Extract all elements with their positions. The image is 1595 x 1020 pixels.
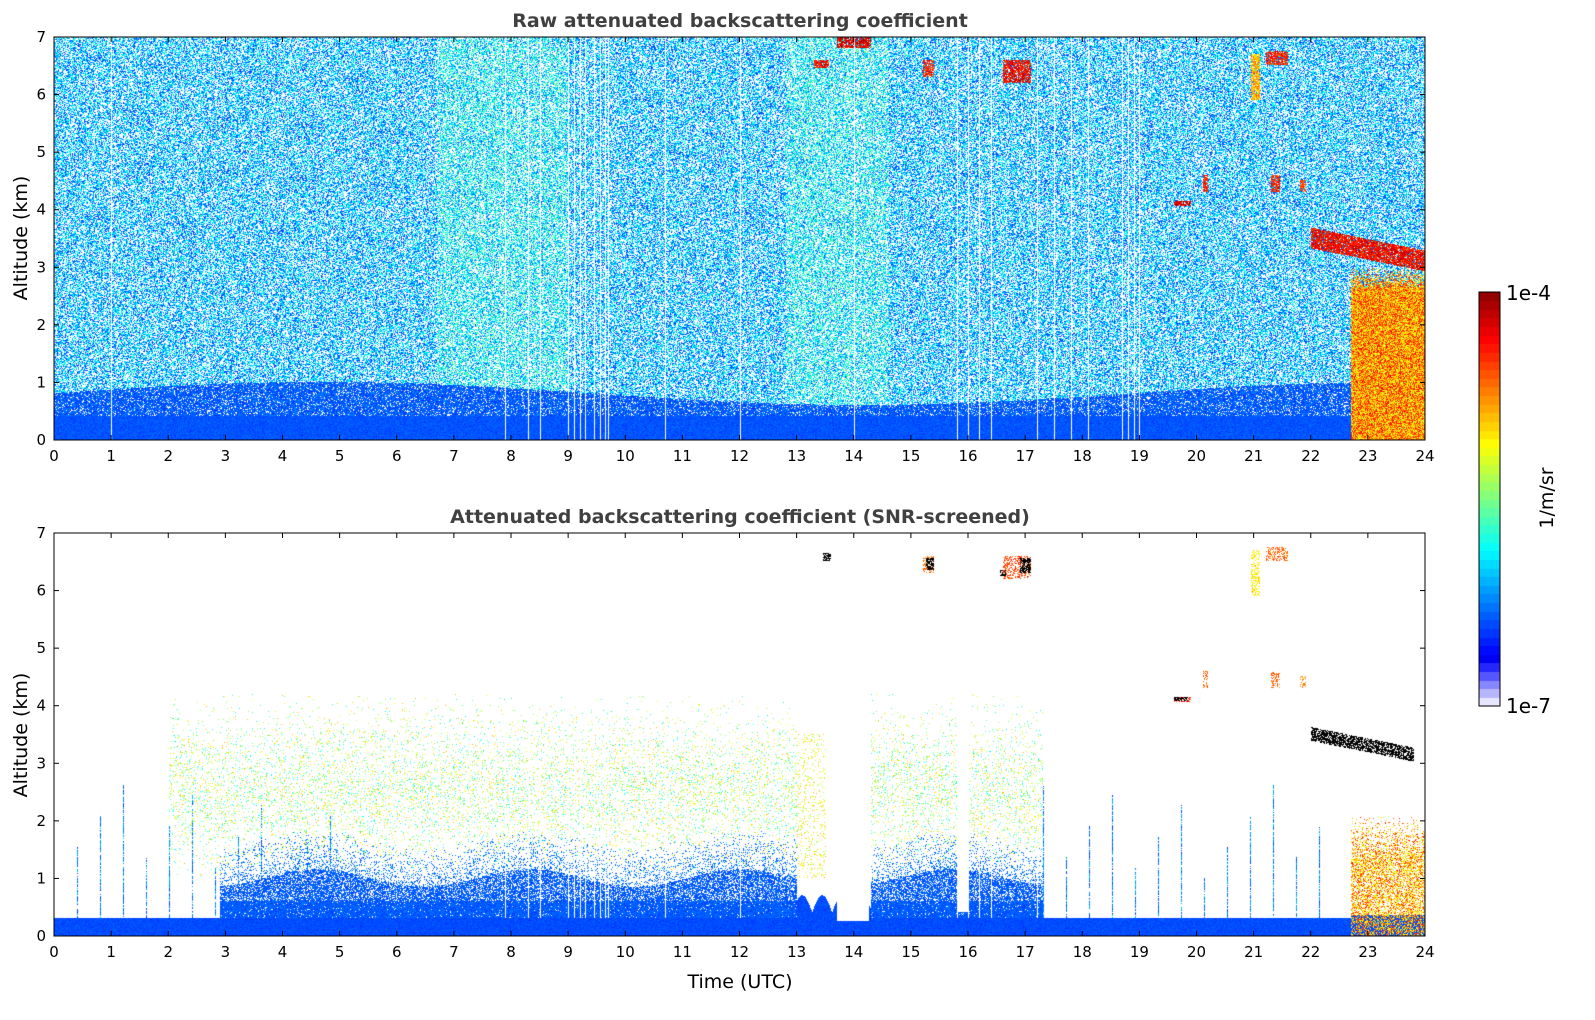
- axes-frame-1: [53, 532, 1426, 937]
- y-tick-label: 6: [36, 86, 46, 104]
- x-tick-label: 13: [787, 943, 806, 961]
- x-tick-label: 0: [49, 943, 59, 961]
- x-tick-label: 14: [844, 943, 863, 961]
- x-tick-label: 3: [221, 447, 231, 465]
- y-tick-label: 4: [36, 697, 46, 715]
- x-tick-label: 0: [49, 447, 59, 465]
- y-tick-label: 1: [36, 869, 46, 887]
- x-axis-label: Time (UTC): [686, 971, 792, 993]
- x-tick-label: 15: [901, 943, 920, 961]
- x-tick-label: 21: [1244, 447, 1263, 465]
- y-tick-label: 1: [36, 373, 46, 391]
- y-tick-label: 3: [36, 258, 46, 276]
- y-tick-label: 4: [36, 201, 46, 219]
- x-tick-label: 14: [844, 447, 863, 465]
- colorbar-label: 1/m/sr: [1536, 467, 1558, 528]
- x-tick-label: 13: [787, 447, 806, 465]
- x-tick-label: 15: [901, 447, 920, 465]
- x-tick-label: 9: [563, 447, 573, 465]
- x-tick-label: 22: [1301, 943, 1320, 961]
- x-tick-label: 18: [1073, 447, 1092, 465]
- x-tick-label: 6: [392, 943, 402, 961]
- x-tick-label: 23: [1358, 943, 1377, 961]
- raw-backscatter-heatmap: [54, 37, 1425, 440]
- colorbar-min-label: 1e-7: [1506, 694, 1551, 718]
- x-tick-label: 16: [958, 943, 977, 961]
- y-tick-label: 0: [36, 431, 46, 449]
- x-tick-label: 1: [106, 943, 116, 961]
- y-tick-label: 5: [36, 143, 46, 161]
- x-tick-label: 17: [1016, 943, 1035, 961]
- y-tick-label: 7: [36, 28, 46, 46]
- x-tick-label: 21: [1244, 943, 1263, 961]
- x-tick-label: 8: [506, 447, 516, 465]
- x-tick-label: 11: [673, 943, 692, 961]
- x-tick-label: 4: [278, 447, 288, 465]
- x-tick-label: 20: [1187, 447, 1206, 465]
- colorbar-max-label: 1e-4: [1506, 281, 1551, 305]
- x-tick-label: 1: [106, 447, 116, 465]
- y-tick-label: 5: [36, 639, 46, 657]
- x-tick-label: 22: [1301, 447, 1320, 465]
- x-tick-label: 5: [335, 447, 345, 465]
- top-chart-title: Raw attenuated backscattering coefficien…: [512, 10, 968, 32]
- y-tick-label: 7: [36, 524, 46, 542]
- x-tick-label: 10: [616, 943, 635, 961]
- x-tick-label: 12: [730, 943, 749, 961]
- x-tick-label: 8: [506, 943, 516, 961]
- x-tick-label: 24: [1415, 447, 1434, 465]
- x-tick-label: 18: [1073, 943, 1092, 961]
- x-tick-label: 9: [563, 943, 573, 961]
- x-tick-label: 12: [730, 447, 749, 465]
- x-tick-label: 24: [1415, 943, 1434, 961]
- x-tick-label: 2: [163, 943, 173, 961]
- x-tick-label: 7: [449, 447, 459, 465]
- bottom-chart-title: Attenuated backscattering coefficient (S…: [450, 506, 1030, 528]
- x-tick-label: 19: [1130, 943, 1149, 961]
- top-y-axis-label: Altitude (km): [10, 176, 32, 301]
- colorbar: [1479, 292, 1500, 706]
- bottom-y-axis-label: Altitude (km): [10, 673, 32, 798]
- axes-frame-0: [53, 36, 1426, 441]
- y-tick-label: 3: [36, 754, 46, 772]
- x-tick-label: 7: [449, 943, 459, 961]
- y-tick-label: 0: [36, 927, 46, 945]
- x-tick-label: 23: [1358, 447, 1377, 465]
- y-tick-label: 6: [36, 582, 46, 600]
- x-tick-label: 2: [163, 447, 173, 465]
- colorbar-frame: [1478, 291, 1501, 707]
- screened-backscatter-heatmap: [54, 533, 1425, 936]
- x-tick-label: 10: [616, 447, 635, 465]
- x-tick-label: 19: [1130, 447, 1149, 465]
- y-tick-label: 2: [36, 812, 46, 830]
- x-tick-label: 5: [335, 943, 345, 961]
- x-tick-label: 16: [958, 447, 977, 465]
- y-tick-label: 2: [36, 316, 46, 334]
- x-tick-label: 4: [278, 943, 288, 961]
- x-tick-label: 11: [673, 447, 692, 465]
- x-tick-label: 20: [1187, 943, 1206, 961]
- x-tick-label: 17: [1016, 447, 1035, 465]
- x-tick-label: 3: [221, 943, 231, 961]
- x-tick-label: 6: [392, 447, 402, 465]
